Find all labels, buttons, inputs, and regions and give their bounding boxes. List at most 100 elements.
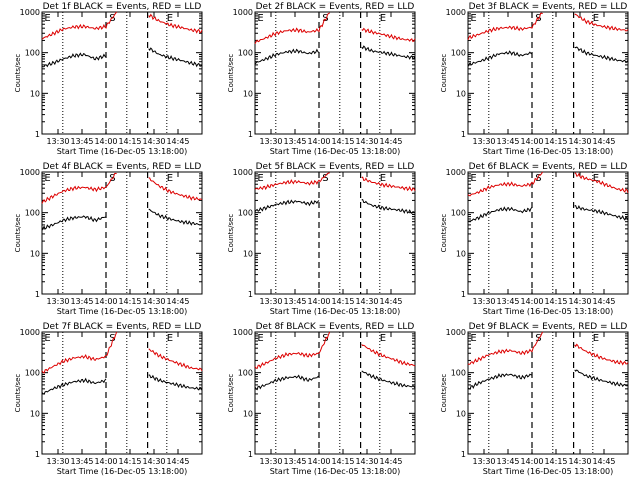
y-tick-label: 100 bbox=[238, 209, 253, 218]
x-tick-label: 14:30 bbox=[355, 297, 378, 306]
lld-series-line bbox=[148, 348, 203, 372]
panel-det-4: Det 4f BLACK = Events, RED = LLD 1 10 100 10… bbox=[14, 162, 203, 316]
x-tick-label: 14:15 bbox=[118, 137, 141, 146]
x-tick-label: 14:30 bbox=[142, 137, 165, 146]
chart-title: Det 9f BLACK = Events, RED = LLD bbox=[469, 322, 628, 332]
lld-series-line bbox=[467, 331, 544, 365]
events-series-line bbox=[467, 372, 533, 390]
x-tick-label: 14:45 bbox=[166, 457, 189, 466]
y-tick-label: 10 bbox=[456, 89, 466, 98]
x-axis-label: Start Time (16-Dec-05 13:18:00) bbox=[270, 147, 401, 156]
lld-series-line bbox=[467, 12, 543, 40]
x-tick-label: 14:45 bbox=[379, 297, 402, 306]
x-tick-label: 14:45 bbox=[592, 137, 615, 146]
panel-det-2: Det 2f BLACK = Events, RED = LLD 1 10 100 10… bbox=[227, 2, 416, 156]
x-tick-label: 14:15 bbox=[331, 137, 354, 146]
axes-box bbox=[467, 171, 629, 295]
marker-label: S bbox=[322, 13, 328, 24]
axes-box bbox=[467, 11, 629, 135]
events-series-line bbox=[361, 45, 416, 60]
y-axis-label: Counts/sec bbox=[440, 214, 448, 253]
y-tick-label: 1000 bbox=[446, 328, 466, 337]
chart-title: Det 1f BLACK = Events, RED = LLD bbox=[43, 2, 202, 12]
axes-box bbox=[41, 171, 203, 295]
x-tick-label: 14:00 bbox=[94, 457, 117, 466]
lld-series-line bbox=[361, 344, 416, 367]
x-tick-label: 14:30 bbox=[355, 137, 378, 146]
marker-label: E bbox=[593, 173, 599, 184]
events-series-line bbox=[361, 370, 416, 389]
lld-series-line bbox=[574, 343, 629, 366]
chart-title: Det 3f BLACK = Events, RED = LLD bbox=[469, 2, 628, 12]
x-tick-label: 13:45 bbox=[283, 297, 306, 306]
events-series-line bbox=[148, 374, 203, 391]
chart-title: Det 7f BLACK = Events, RED = LLD bbox=[43, 322, 202, 332]
axes-box bbox=[254, 331, 416, 455]
x-tick-label: 14:30 bbox=[355, 457, 378, 466]
x-axis-label: Start Time (16-Dec-05 13:18:00) bbox=[57, 307, 188, 316]
events-series-line bbox=[148, 208, 203, 226]
x-tick-label: 13:45 bbox=[496, 297, 519, 306]
x-axis-label: Start Time (16-Dec-05 13:18:00) bbox=[483, 467, 614, 476]
y-tick-label: 1000 bbox=[446, 168, 466, 177]
lld-series-line bbox=[148, 177, 203, 201]
marker-label: E bbox=[167, 173, 173, 184]
lld-series-line bbox=[148, 13, 203, 34]
x-tick-label: 13:30 bbox=[259, 457, 282, 466]
y-tick-label: 100 bbox=[451, 209, 466, 218]
y-tick-label: 1 bbox=[35, 450, 40, 459]
y-tick-label: 100 bbox=[451, 49, 466, 58]
panel-det-5: Det 5f BLACK = Events, RED = LLD 1 10 100 10… bbox=[227, 162, 416, 316]
chart-title: Det 4f BLACK = Events, RED = LLD bbox=[43, 162, 202, 172]
y-tick-label: 1 bbox=[248, 130, 253, 139]
y-tick-label: 100 bbox=[25, 49, 40, 58]
marker-label: E bbox=[380, 13, 386, 24]
y-tick-label: 10 bbox=[243, 249, 253, 258]
axes-box bbox=[41, 11, 203, 135]
chart-title: Det 8f BLACK = Events, RED = LLD bbox=[256, 322, 415, 332]
marker-label: S bbox=[322, 173, 328, 184]
x-tick-label: 14:15 bbox=[544, 297, 567, 306]
x-tick-label: 13:45 bbox=[496, 137, 519, 146]
marker-label: E bbox=[470, 173, 476, 184]
y-tick-label: 10 bbox=[456, 249, 466, 258]
x-tick-label: 14:00 bbox=[520, 297, 543, 306]
y-axis-label: Counts/sec bbox=[227, 54, 235, 93]
lld-series-line bbox=[41, 11, 118, 40]
y-tick-label: 1 bbox=[248, 450, 253, 459]
x-tick-label: 14:15 bbox=[544, 457, 567, 466]
chart-title: Det 6f BLACK = Events, RED = LLD bbox=[469, 162, 628, 172]
x-tick-label: 13:30 bbox=[259, 137, 282, 146]
y-tick-label: 100 bbox=[451, 369, 466, 378]
y-tick-label: 1 bbox=[248, 290, 253, 299]
y-tick-label: 100 bbox=[238, 369, 253, 378]
events-series-line bbox=[254, 48, 320, 65]
marker-label: E bbox=[44, 13, 50, 24]
events-series-line bbox=[467, 206, 533, 222]
axes-box bbox=[254, 11, 416, 135]
lld-series-line bbox=[254, 12, 330, 45]
panel-det-1: Det 1f BLACK = Events, RED = LLD 1 10 100 10… bbox=[14, 2, 203, 156]
y-tick-label: 10 bbox=[30, 89, 40, 98]
events-series-line bbox=[574, 369, 629, 388]
marker-label: E bbox=[44, 173, 50, 184]
y-tick-label: 100 bbox=[238, 49, 253, 58]
events-series-line bbox=[574, 204, 629, 221]
x-tick-label: 13:45 bbox=[283, 137, 306, 146]
axes-box bbox=[467, 331, 629, 455]
x-tick-label: 14:45 bbox=[379, 137, 402, 146]
panel-det-8: Det 8f BLACK = Events, RED = LLD 1 10 100 10… bbox=[227, 322, 416, 476]
x-tick-label: 14:15 bbox=[331, 457, 354, 466]
lld-series-line bbox=[41, 172, 117, 204]
x-tick-label: 14:15 bbox=[118, 457, 141, 466]
y-tick-label: 1000 bbox=[233, 328, 253, 337]
y-tick-label: 10 bbox=[30, 249, 40, 258]
x-axis-label: Start Time (16-Dec-05 13:18:00) bbox=[483, 147, 614, 156]
y-tick-label: 1 bbox=[35, 290, 40, 299]
x-tick-label: 14:30 bbox=[142, 457, 165, 466]
lld-series-line bbox=[41, 331, 118, 374]
marker-label: E bbox=[167, 333, 173, 344]
x-tick-label: 14:00 bbox=[307, 297, 330, 306]
panel-det-7: Det 7f BLACK = Events, RED = LLD 1 10 100 10… bbox=[14, 322, 203, 476]
x-tick-label: 14:00 bbox=[520, 137, 543, 146]
